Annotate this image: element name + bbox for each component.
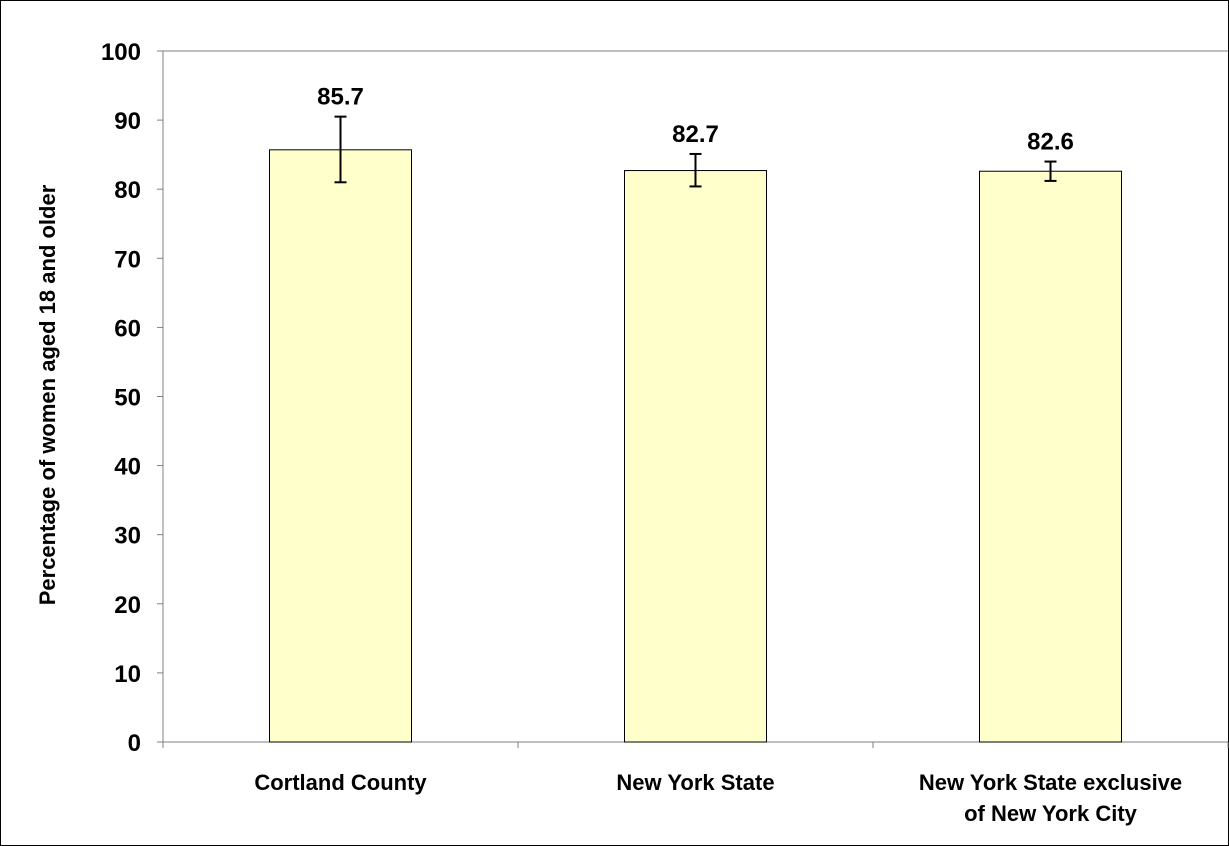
x-category-label: New York State exclusive of New York City — [919, 770, 1182, 826]
y-tick-label: 50 — [114, 385, 141, 412]
bar — [624, 170, 767, 743]
y-tick-label: 10 — [114, 661, 141, 688]
x-category-label-line: New York State — [616, 770, 774, 795]
bar — [269, 149, 412, 743]
data-label: 82.7 — [672, 121, 719, 148]
y-tick-label: 80 — [114, 177, 141, 204]
y-tick-label: 20 — [114, 592, 141, 619]
y-axis-title: Percentage of women aged 18 and older — [35, 184, 60, 605]
y-tick-label: 100 — [101, 39, 141, 66]
x-category-label: Cortland County — [254, 770, 427, 795]
y-tick-label: 90 — [114, 108, 141, 135]
x-category-label-line: New York State exclusive — [919, 770, 1182, 795]
bar — [979, 170, 1122, 743]
x-category-label-line: Cortland County — [254, 770, 427, 795]
y-tick-label: 30 — [114, 523, 141, 550]
y-tick-label: 60 — [114, 315, 141, 342]
y-tick-label: 40 — [114, 454, 141, 481]
data-label: 85.7 — [317, 84, 364, 111]
data-label: 82.6 — [1027, 129, 1074, 156]
axes: 0 10 20 30 40 50 60 70 80 90 100 — [101, 39, 1229, 757]
x-category-label: New York State — [616, 770, 774, 795]
x-category-label-line: of New York City — [964, 801, 1138, 826]
labels: 85.7 Cortland County 82.7 New York State 82.… — [254, 84, 1182, 826]
y-tick-label: 70 — [114, 246, 141, 273]
y-tick-label: 0 — [128, 730, 141, 757]
bars — [269, 115, 1122, 743]
